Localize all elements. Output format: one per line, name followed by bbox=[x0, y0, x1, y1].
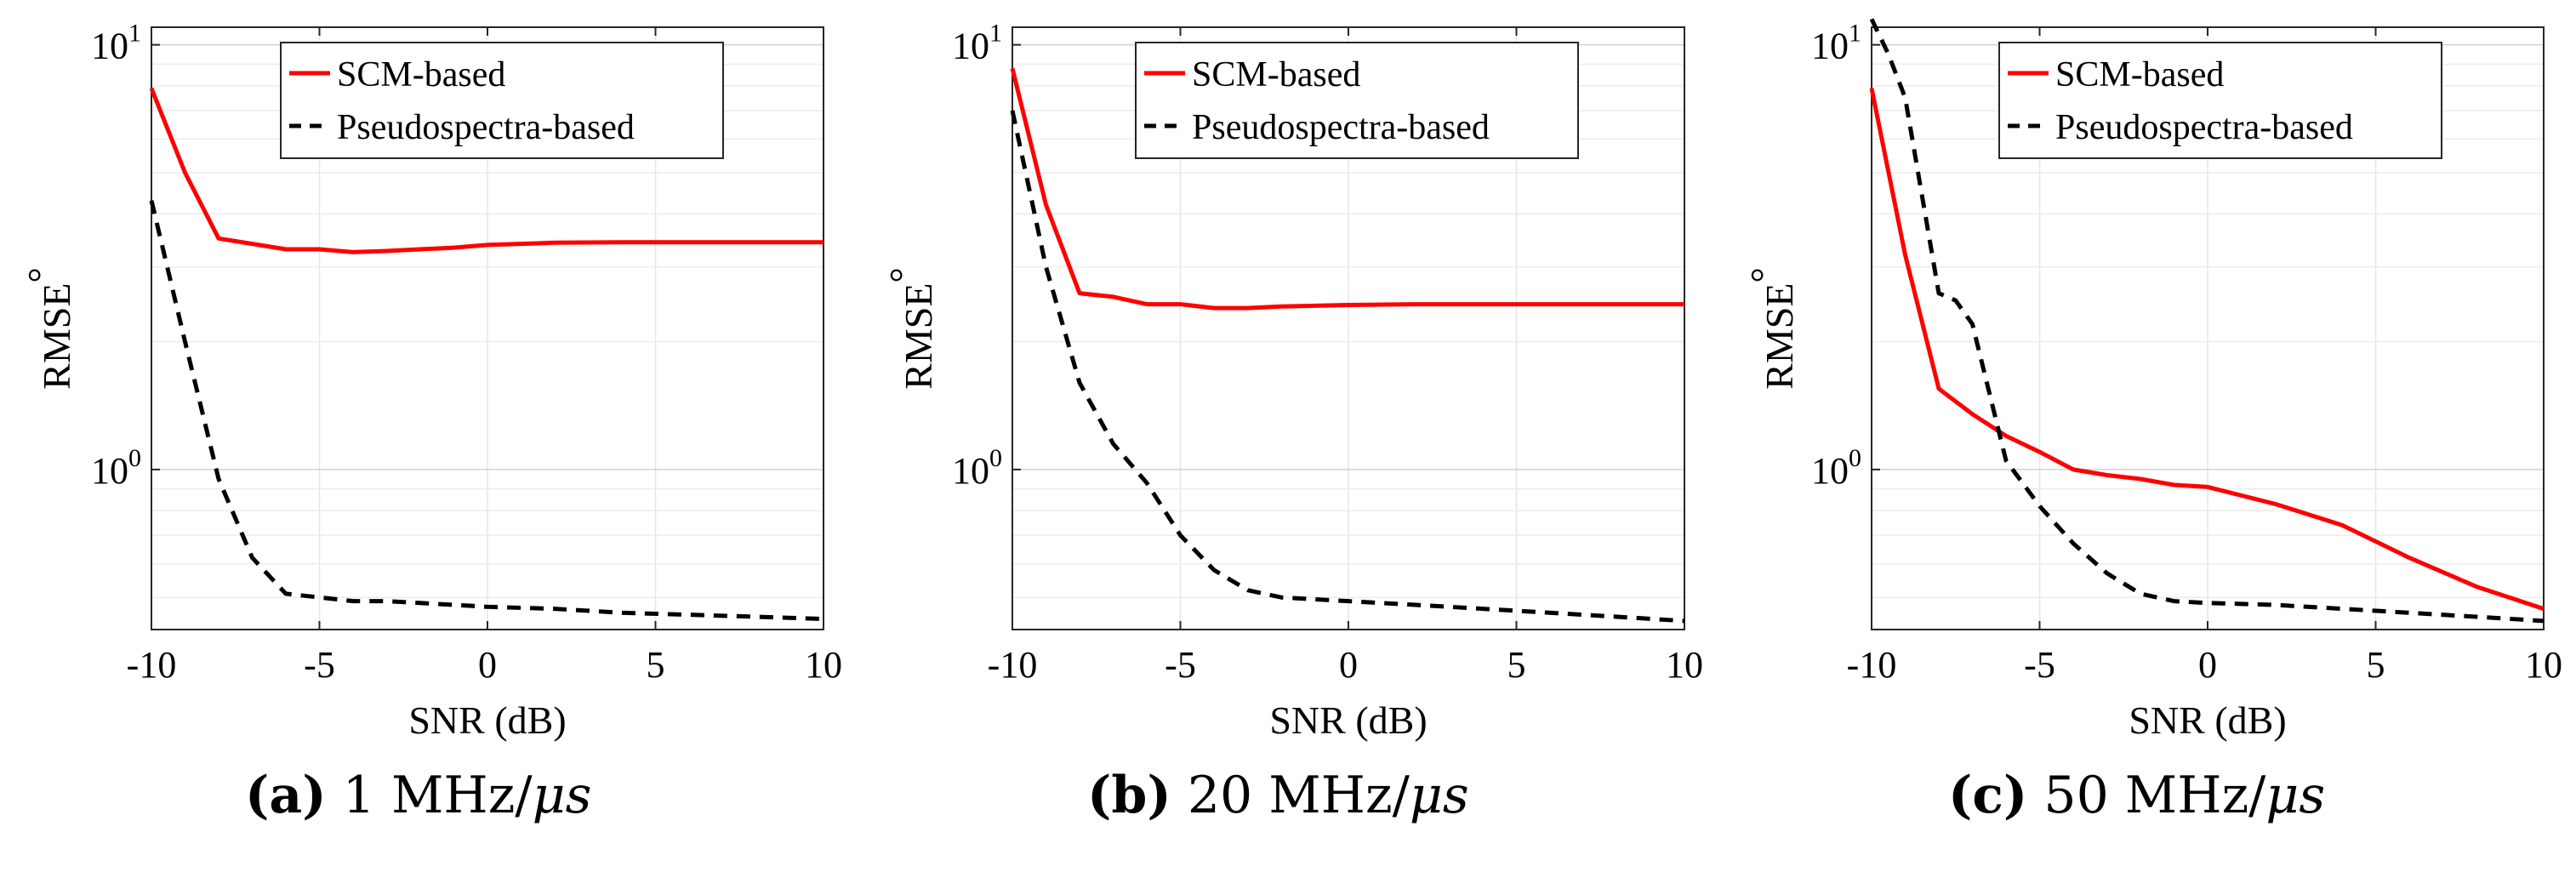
legend-label: Pseudospectra-based bbox=[1192, 108, 1490, 147]
x-tick-label: 10 bbox=[1666, 644, 1703, 686]
caption-c: (c) 50 MHz/μs bbox=[1948, 766, 2325, 825]
x-axis-label: SNR (dB) bbox=[2129, 698, 2286, 742]
legend-box bbox=[1135, 42, 1579, 159]
legend: SCM-based Pseudospectra-based bbox=[1135, 42, 1579, 159]
x-tick-label: -5 bbox=[1165, 644, 1196, 686]
x-axis-label: SNR (dB) bbox=[408, 698, 566, 742]
legend-label: Pseudospectra-based bbox=[2055, 108, 2353, 147]
legend-box bbox=[1998, 42, 2442, 159]
y-tick-label: 101 bbox=[1811, 20, 1861, 67]
legend-label: Pseudospectra-based bbox=[337, 108, 635, 147]
caption-b-text: 20 MHz/ bbox=[1187, 766, 1410, 825]
legend: SCM-based Pseudospectra-based bbox=[1998, 42, 2442, 159]
caption-c-unit: μs bbox=[2265, 766, 2326, 825]
legend-box bbox=[280, 42, 724, 159]
x-tick-label: 5 bbox=[647, 644, 665, 686]
y-axis-label: RMSE° bbox=[20, 267, 78, 390]
x-tick-label: -5 bbox=[2024, 644, 2055, 686]
caption-b: (b) 20 MHz/μs bbox=[1087, 766, 1469, 825]
caption-c-text: 50 MHz/ bbox=[2043, 766, 2266, 825]
y-axis-label: RMSE° bbox=[1742, 267, 1801, 390]
x-tick-label: 5 bbox=[2367, 644, 2385, 686]
caption-b-label: (b) bbox=[1087, 766, 1171, 825]
caption-a-unit: μs bbox=[532, 766, 592, 825]
x-tick-label: -10 bbox=[127, 644, 177, 686]
y-tick-label: 101 bbox=[91, 20, 141, 67]
series-line-scm bbox=[149, 87, 824, 254]
x-tick-label: -10 bbox=[1847, 644, 1897, 686]
chart-panel-2: -10 -5 0 5 10 100 101 SNR (dB) RMSE° SCM-based Pse… bbox=[881, 20, 1703, 742]
caption-a: (a) 1 MHz/μs bbox=[245, 766, 591, 825]
y-tick-label: 101 bbox=[952, 20, 1002, 67]
x-tick-label: 5 bbox=[1507, 644, 1526, 686]
chart-panel-3: -10 -5 0 5 10 100 101 SNR (dB) RMSE° SCM-based Pse… bbox=[1742, 18, 2562, 742]
y-tick-label: 100 bbox=[952, 444, 1002, 492]
y-tick-label: 100 bbox=[1811, 444, 1861, 492]
y-axis-label: RMSE° bbox=[881, 267, 940, 390]
y-tick-label: 100 bbox=[91, 444, 141, 492]
legend: SCM-based Pseudospectra-based bbox=[280, 42, 724, 159]
legend-label: SCM-based bbox=[337, 55, 505, 94]
x-axis-label: SNR (dB) bbox=[1269, 698, 1427, 742]
x-tick-label: 0 bbox=[1339, 644, 1358, 686]
caption-a-label: (a) bbox=[245, 766, 327, 825]
caption-a-text: 1 MHz/ bbox=[342, 766, 533, 825]
x-tick-label: 10 bbox=[805, 644, 842, 686]
series-line-pseudospectra bbox=[1869, 18, 2545, 624]
x-tick-label: -5 bbox=[304, 644, 335, 686]
x-tick-label: -10 bbox=[988, 644, 1038, 686]
caption-b-unit: μs bbox=[1409, 766, 1469, 825]
x-tick-label: 10 bbox=[2525, 644, 2562, 686]
caption-c-label: (c) bbox=[1948, 766, 2028, 825]
series-line-pseudospectra bbox=[149, 200, 824, 621]
x-tick-label: 0 bbox=[2198, 644, 2217, 686]
x-tick-label: 0 bbox=[478, 644, 497, 686]
series-line-scm bbox=[1010, 67, 1684, 311]
chart-panel-1: -10 -5 0 5 10 100 101 SNR (dB) RMSE° SCM-based Pse… bbox=[20, 20, 842, 742]
series-line-scm bbox=[1869, 88, 2545, 611]
legend-label: SCM-based bbox=[2055, 55, 2224, 94]
legend-label: SCM-based bbox=[1192, 55, 1360, 94]
